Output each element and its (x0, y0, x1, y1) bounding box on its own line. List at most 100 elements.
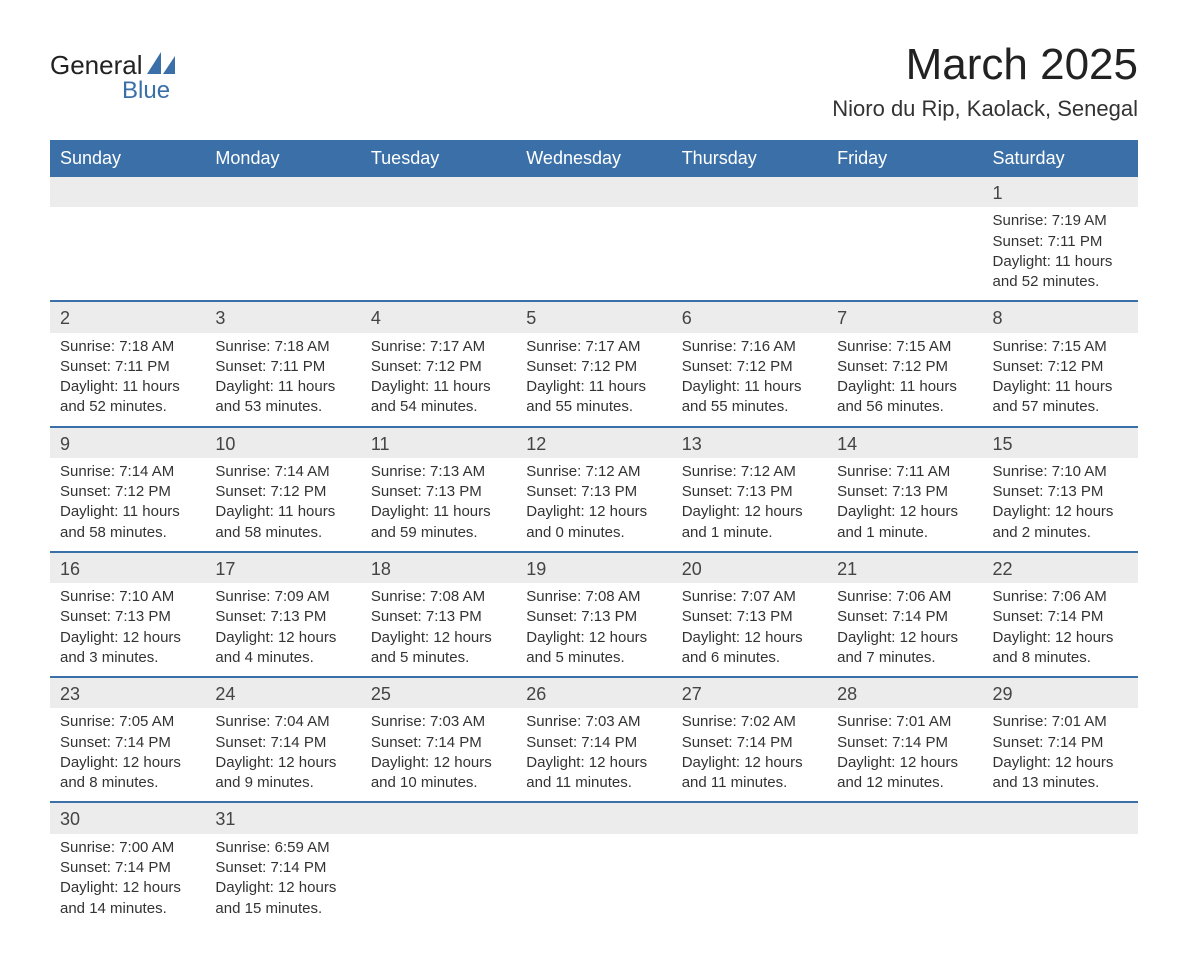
weekday-header: Monday (205, 140, 360, 177)
title-block: March 2025 Nioro du Rip, Kaolack, Senega… (832, 40, 1138, 122)
daylight-text: Daylight: 12 hours and 13 minutes. (993, 753, 1128, 794)
day-detail-cell (827, 207, 982, 301)
calendar-table: Sunday Monday Tuesday Wednesday Thursday… (50, 140, 1138, 927)
day-detail-row: Sunrise: 7:14 AMSunset: 7:12 PMDaylight:… (50, 458, 1138, 552)
sunset-text: Sunset: 7:11 PM (60, 357, 195, 377)
daylight-text: Daylight: 12 hours and 8 minutes. (60, 753, 195, 794)
sunrise-text: Sunrise: 7:19 AM (993, 211, 1128, 231)
day-number-cell: 26 (516, 677, 671, 708)
day-number-cell: 29 (983, 677, 1138, 708)
day-number-cell: 20 (672, 552, 827, 583)
sunset-text: Sunset: 7:13 PM (993, 482, 1128, 502)
daylight-text: Daylight: 12 hours and 4 minutes. (215, 628, 350, 669)
sunrise-text: Sunrise: 7:01 AM (837, 712, 972, 732)
weekday-header-row: Sunday Monday Tuesday Wednesday Thursday… (50, 140, 1138, 177)
sunrise-text: Sunrise: 7:15 AM (837, 337, 972, 357)
day-number-cell: 24 (205, 677, 360, 708)
day-number-cell: 25 (361, 677, 516, 708)
day-number-cell: 17 (205, 552, 360, 583)
day-detail-cell (205, 207, 360, 301)
daylight-text: Daylight: 11 hours and 54 minutes. (371, 377, 506, 418)
day-number-row: 2345678 (50, 301, 1138, 332)
sunrise-text: Sunrise: 7:05 AM (60, 712, 195, 732)
sunset-text: Sunset: 7:12 PM (371, 357, 506, 377)
day-detail-cell (361, 834, 516, 927)
day-detail-cell: Sunrise: 7:12 AMSunset: 7:13 PMDaylight:… (516, 458, 671, 552)
daylight-text: Daylight: 12 hours and 14 minutes. (60, 878, 195, 919)
day-number-cell: 22 (983, 552, 1138, 583)
month-title: March 2025 (832, 40, 1138, 90)
day-number-cell: 31 (205, 802, 360, 833)
daylight-text: Daylight: 11 hours and 57 minutes. (993, 377, 1128, 418)
sunset-text: Sunset: 7:14 PM (837, 733, 972, 753)
daylight-text: Daylight: 11 hours and 52 minutes. (60, 377, 195, 418)
day-detail-cell: Sunrise: 7:08 AMSunset: 7:13 PMDaylight:… (361, 583, 516, 677)
day-detail-cell: Sunrise: 7:00 AMSunset: 7:14 PMDaylight:… (50, 834, 205, 927)
day-detail-cell: Sunrise: 7:14 AMSunset: 7:12 PMDaylight:… (205, 458, 360, 552)
sunset-text: Sunset: 7:11 PM (993, 232, 1128, 252)
day-number-cell: 27 (672, 677, 827, 708)
day-detail-cell: Sunrise: 7:08 AMSunset: 7:13 PMDaylight:… (516, 583, 671, 677)
sunset-text: Sunset: 7:14 PM (993, 733, 1128, 753)
sunset-text: Sunset: 7:13 PM (682, 607, 817, 627)
weekday-header: Wednesday (516, 140, 671, 177)
day-detail-cell: Sunrise: 7:11 AMSunset: 7:13 PMDaylight:… (827, 458, 982, 552)
day-number-cell: 1 (983, 177, 1138, 207)
sunrise-text: Sunrise: 7:06 AM (837, 587, 972, 607)
day-detail-cell (361, 207, 516, 301)
sunrise-text: Sunrise: 7:02 AM (682, 712, 817, 732)
day-number-cell (983, 802, 1138, 833)
sunset-text: Sunset: 7:14 PM (993, 607, 1128, 627)
calendar-body: 1Sunrise: 7:19 AMSunset: 7:11 PMDaylight… (50, 177, 1138, 927)
day-number-cell: 2 (50, 301, 205, 332)
day-number-cell: 14 (827, 427, 982, 458)
day-detail-cell: Sunrise: 7:18 AMSunset: 7:11 PMDaylight:… (205, 333, 360, 427)
day-number-cell: 10 (205, 427, 360, 458)
sunrise-text: Sunrise: 7:10 AM (60, 587, 195, 607)
sunset-text: Sunset: 7:13 PM (371, 482, 506, 502)
day-number-cell: 4 (361, 301, 516, 332)
sunset-text: Sunset: 7:11 PM (215, 357, 350, 377)
day-detail-cell: Sunrise: 7:12 AMSunset: 7:13 PMDaylight:… (672, 458, 827, 552)
day-number-cell: 18 (361, 552, 516, 583)
day-number-cell: 11 (361, 427, 516, 458)
day-detail-cell: Sunrise: 7:10 AMSunset: 7:13 PMDaylight:… (983, 458, 1138, 552)
day-number-row: 1 (50, 177, 1138, 207)
sunrise-text: Sunrise: 7:17 AM (371, 337, 506, 357)
day-detail-cell: Sunrise: 7:01 AMSunset: 7:14 PMDaylight:… (827, 708, 982, 802)
day-detail-cell: Sunrise: 7:15 AMSunset: 7:12 PMDaylight:… (827, 333, 982, 427)
sunset-text: Sunset: 7:14 PM (837, 607, 972, 627)
day-number-cell: 3 (205, 301, 360, 332)
sunset-text: Sunset: 7:12 PM (837, 357, 972, 377)
sunset-text: Sunset: 7:14 PM (526, 733, 661, 753)
day-detail-cell: Sunrise: 7:05 AMSunset: 7:14 PMDaylight:… (50, 708, 205, 802)
day-number-cell: 8 (983, 301, 1138, 332)
day-detail-cell: Sunrise: 7:15 AMSunset: 7:12 PMDaylight:… (983, 333, 1138, 427)
day-number-cell: 28 (827, 677, 982, 708)
day-number-row: 16171819202122 (50, 552, 1138, 583)
day-number-cell (827, 177, 982, 207)
weekday-header: Tuesday (361, 140, 516, 177)
day-number-cell: 9 (50, 427, 205, 458)
daylight-text: Daylight: 11 hours and 58 minutes. (60, 502, 195, 543)
header: General Blue March 2025 Nioro du Rip, Ka… (50, 40, 1138, 122)
day-number-cell: 7 (827, 301, 982, 332)
sunrise-text: Sunrise: 7:04 AM (215, 712, 350, 732)
sunset-text: Sunset: 7:13 PM (371, 607, 506, 627)
daylight-text: Daylight: 12 hours and 10 minutes. (371, 753, 506, 794)
daylight-text: Daylight: 12 hours and 0 minutes. (526, 502, 661, 543)
day-number-row: 23242526272829 (50, 677, 1138, 708)
sunset-text: Sunset: 7:14 PM (60, 733, 195, 753)
sunrise-text: Sunrise: 7:08 AM (526, 587, 661, 607)
daylight-text: Daylight: 12 hours and 5 minutes. (526, 628, 661, 669)
day-number-row: 9101112131415 (50, 427, 1138, 458)
day-number-cell (205, 177, 360, 207)
daylight-text: Daylight: 12 hours and 9 minutes. (215, 753, 350, 794)
day-number-cell (516, 177, 671, 207)
location: Nioro du Rip, Kaolack, Senegal (832, 96, 1138, 122)
day-number-cell: 23 (50, 677, 205, 708)
logo-text-bottom: Blue (122, 77, 175, 105)
sunset-text: Sunset: 7:13 PM (526, 482, 661, 502)
daylight-text: Daylight: 11 hours and 55 minutes. (682, 377, 817, 418)
day-detail-cell: Sunrise: 7:17 AMSunset: 7:12 PMDaylight:… (516, 333, 671, 427)
